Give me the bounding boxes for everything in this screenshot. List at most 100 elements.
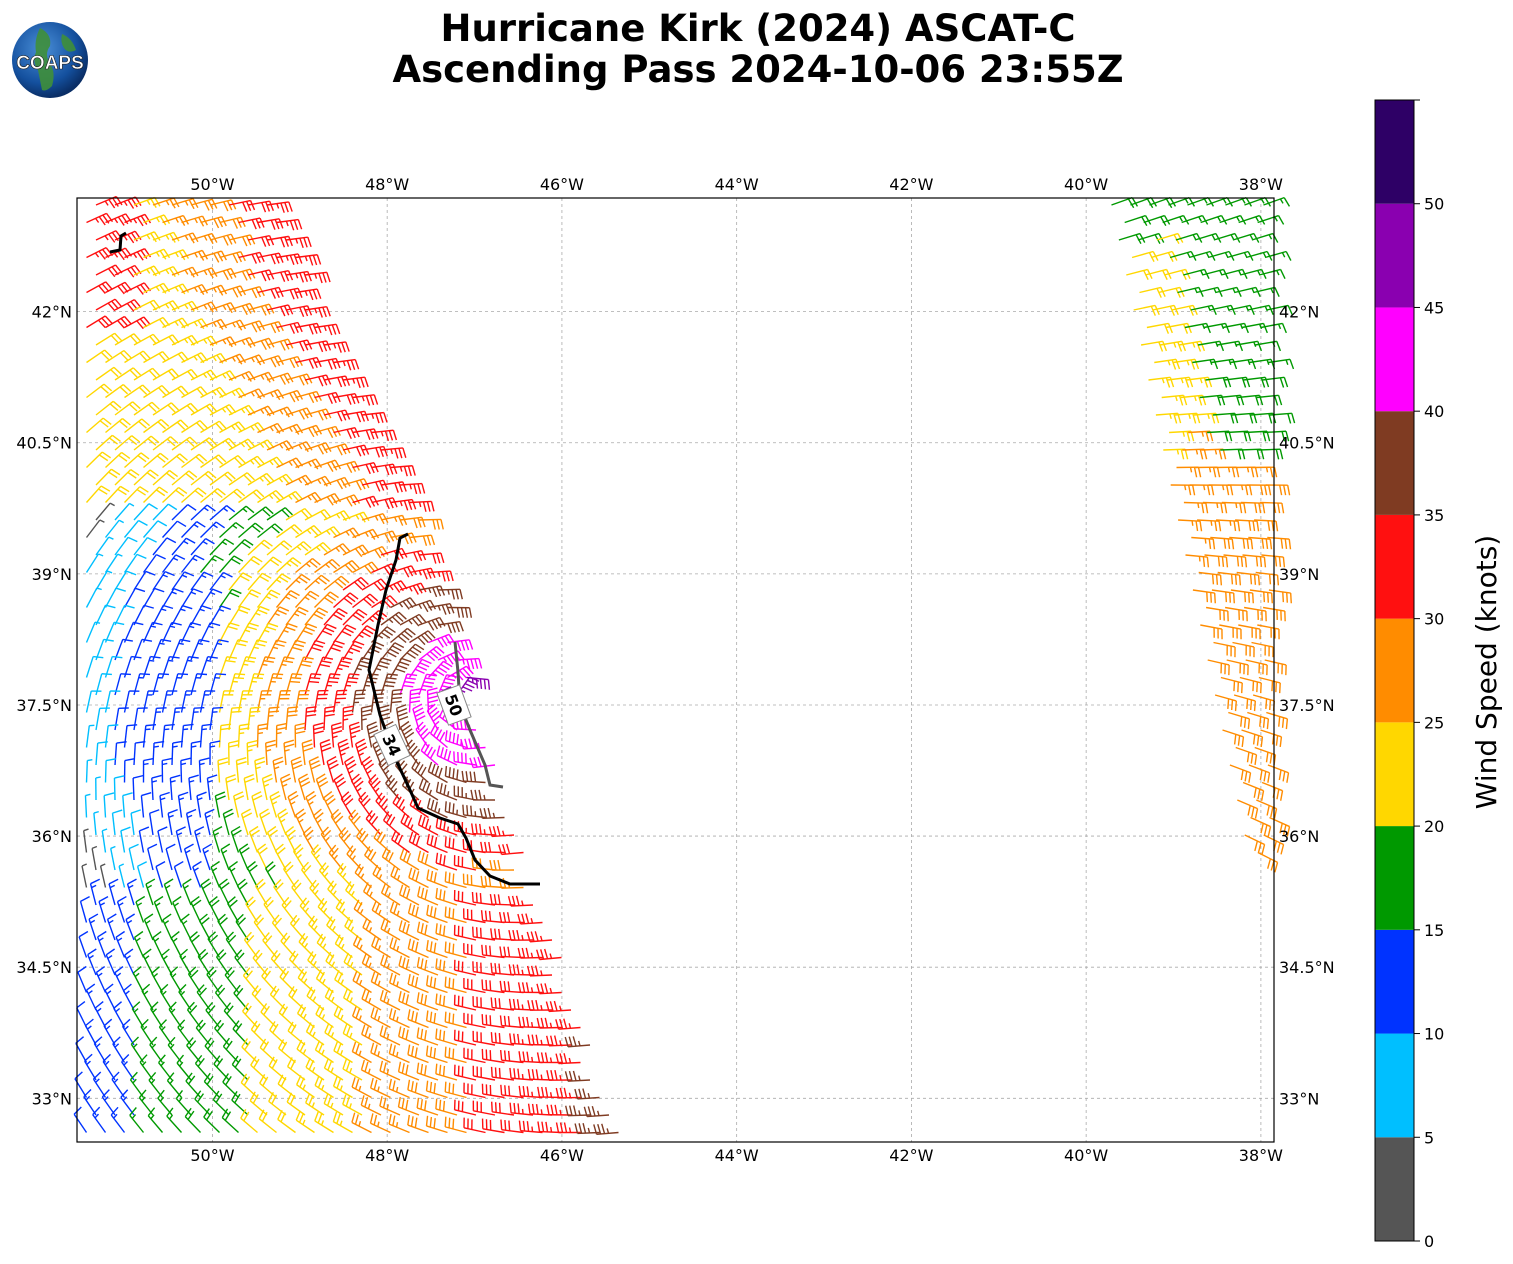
- wind-barb: [409, 567, 436, 580]
- wind-barb: [124, 213, 152, 227]
- wind-barb: [124, 282, 152, 295]
- wind-barb: [390, 465, 416, 477]
- wind-barb: [219, 488, 246, 504]
- colorbar-tick-label: 35: [1424, 506, 1444, 525]
- wind-barb: [342, 376, 369, 389]
- wind-barb: [152, 197, 180, 209]
- wind-barb: [123, 553, 147, 573]
- wind-barb: [162, 283, 190, 295]
- wind-barb: [200, 454, 227, 469]
- wind-barb: [105, 349, 132, 364]
- wind-barb: [323, 575, 350, 591]
- wind-barb: [95, 434, 121, 451]
- wind-barb: [257, 252, 284, 265]
- wind-barb: [162, 486, 188, 504]
- wind-barb: [114, 469, 140, 486]
- wind-barb: [342, 576, 369, 591]
- wind-barb: [390, 565, 418, 578]
- wind-barb: [276, 557, 302, 574]
- colorbar-bin: [1375, 411, 1414, 515]
- colorbar-tick-label: 10: [1424, 1025, 1444, 1044]
- wind-barb: [228, 438, 256, 451]
- wind-barb: [124, 384, 151, 399]
- wind-barb: [180, 521, 206, 538]
- plot-title: Hurricane Kirk (2024) ASCAT-C Ascending …: [230, 8, 1286, 90]
- wind-barb: [276, 524, 303, 539]
- colorbar-tick-label: 5: [1424, 1128, 1434, 1147]
- wind-barb: [190, 571, 214, 591]
- wind-barb: [152, 265, 180, 278]
- wind-barb: [428, 570, 454, 582]
- wind-barb: [238, 455, 265, 469]
- wind-barb: [285, 507, 313, 521]
- wind-barb: [323, 543, 351, 556]
- wind-barb: [114, 401, 141, 416]
- wind-barb: [266, 235, 293, 248]
- wind-barb: [133, 435, 160, 451]
- wind-barb: [228, 302, 256, 316]
- wind-barb: [142, 520, 168, 538]
- wind-barb: [266, 372, 294, 385]
- wind-barb: [152, 469, 179, 486]
- wind-barb: [276, 287, 303, 300]
- wind-barb: [418, 518, 444, 530]
- colorbar-bin: [1375, 1033, 1414, 1138]
- wind-barb: [86, 417, 112, 434]
- wind-barb: [437, 588, 463, 600]
- wind-barb: [143, 418, 170, 434]
- wind-barb: [333, 560, 360, 574]
- colorbar-bin: [1375, 1137, 1414, 1241]
- wind-barb: [181, 283, 209, 296]
- wind-barb: [257, 389, 285, 401]
- wind-barb: [95, 536, 114, 556]
- wind-barb: [199, 554, 224, 573]
- wind-barb: [409, 500, 435, 512]
- wind-barb: [104, 587, 126, 608]
- wind-barb: [238, 320, 266, 333]
- wind-barb: [295, 322, 322, 335]
- wind-barb: [304, 542, 331, 556]
- wind-barb: [257, 523, 283, 539]
- wind-barb: [304, 442, 332, 455]
- wind-barb: [200, 487, 226, 504]
- wind-barb: [323, 476, 351, 490]
- wind-barb: [295, 288, 322, 301]
- wind-barb: [361, 578, 389, 592]
- wind-barb: [190, 403, 218, 416]
- colorbar-tick-label: 25: [1424, 713, 1444, 732]
- wind-barb: [295, 525, 322, 539]
- wind-barb: [114, 502, 135, 521]
- wind-barb: [219, 353, 247, 365]
- wind-barb: [295, 557, 321, 574]
- wind-barb: [86, 451, 112, 468]
- wind-barb: [161, 554, 186, 573]
- colorbar-bin: [1375, 618, 1414, 723]
- wind-barb: [143, 486, 169, 503]
- wind-barb: [171, 537, 196, 556]
- wind-barb: [314, 357, 341, 370]
- wind-barb: [162, 453, 188, 469]
- wind-barb: [228, 199, 256, 212]
- wind-barb: [124, 452, 150, 469]
- wind-barb: [86, 383, 113, 399]
- wind-barb: [257, 456, 284, 469]
- wind-barb: [247, 371, 275, 383]
- wind-barb: [304, 508, 332, 521]
- wind-barb: [399, 549, 427, 562]
- wind-barb: [123, 587, 146, 608]
- wind-barb: [152, 231, 180, 243]
- wind-barb: [114, 536, 138, 556]
- colorbar-ticks: 0 5 10 15 20 25 30 35 40 45 50: [1414, 99, 1444, 1251]
- wind-barb: [285, 407, 313, 420]
- wind-barb: [171, 436, 198, 451]
- wind-barb: [276, 389, 304, 403]
- wind-barb: [371, 463, 398, 476]
- wind-barb: [285, 441, 313, 453]
- wind-barb: [237, 555, 263, 573]
- wind-barb: [171, 232, 199, 244]
- wind-barb: [247, 337, 275, 351]
- wind-barb: [247, 234, 275, 247]
- wind-barb: [95, 298, 123, 312]
- wind-barb: [314, 526, 341, 539]
- colorbar-tick-label: 15: [1424, 921, 1444, 940]
